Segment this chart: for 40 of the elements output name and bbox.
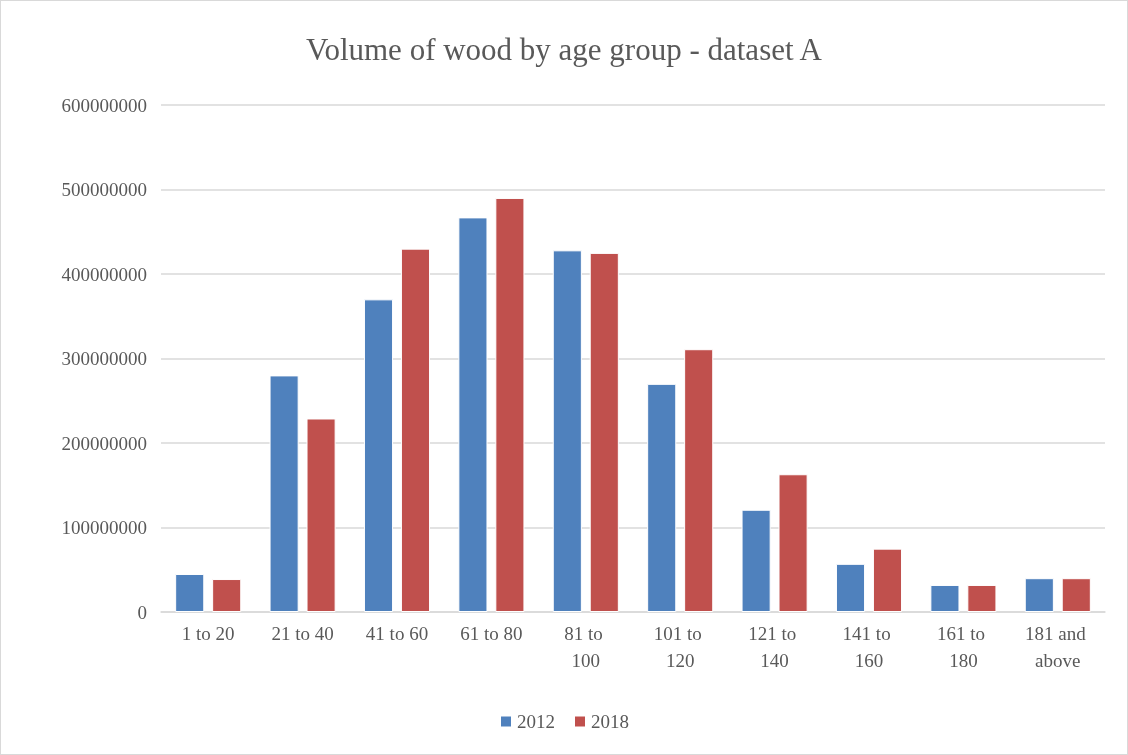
y-tick-label: 400000000 — [61, 263, 147, 285]
x-tick-label: 181 and above — [1025, 623, 1091, 671]
legend-label: 2018 — [591, 711, 629, 732]
bar — [930, 584, 960, 612]
bar — [1024, 578, 1054, 612]
bar — [269, 375, 299, 612]
x-tick-label: 81 to 100 — [564, 623, 608, 671]
bar — [212, 579, 242, 612]
x-tick-label: 61 to 80 — [460, 623, 523, 644]
chart-title: Volume of wood by age group - dataset A — [306, 32, 823, 67]
bar — [778, 474, 808, 612]
y-tick-label: 500000000 — [61, 179, 147, 200]
x-tick-label: 41 to 60 — [365, 623, 429, 644]
y-tick-label: 200000000 — [61, 432, 147, 454]
x-tick-label: 161 to 180 — [937, 623, 990, 671]
y-tick-label: 300000000 — [61, 348, 147, 369]
legend-label: 2012 — [517, 711, 555, 732]
y-tick-label: 0 — [137, 601, 147, 623]
x-tick-label: 121 to 140 — [748, 623, 801, 671]
bar — [495, 197, 525, 612]
bar — [1061, 578, 1091, 612]
x-tick-label: 141 to 160 — [842, 623, 896, 671]
x-tick-label: 1 to 20 — [181, 623, 235, 644]
bar — [872, 548, 903, 612]
bar — [684, 349, 714, 612]
bar — [835, 563, 866, 612]
bar — [175, 573, 205, 612]
y-tick-label: 100000000 — [61, 517, 147, 538]
bar — [552, 250, 582, 612]
bar — [458, 217, 488, 612]
x-tick-label: 21 to 40 — [271, 623, 334, 644]
bar — [589, 252, 619, 612]
bar — [363, 299, 394, 612]
x-tick-label: 101 to 120 — [653, 623, 707, 671]
bar — [967, 584, 997, 612]
bar — [400, 248, 431, 612]
bar — [647, 383, 677, 612]
bar — [306, 418, 336, 612]
bar — [741, 509, 771, 612]
y-tick-label: 600000000 — [61, 94, 147, 116]
